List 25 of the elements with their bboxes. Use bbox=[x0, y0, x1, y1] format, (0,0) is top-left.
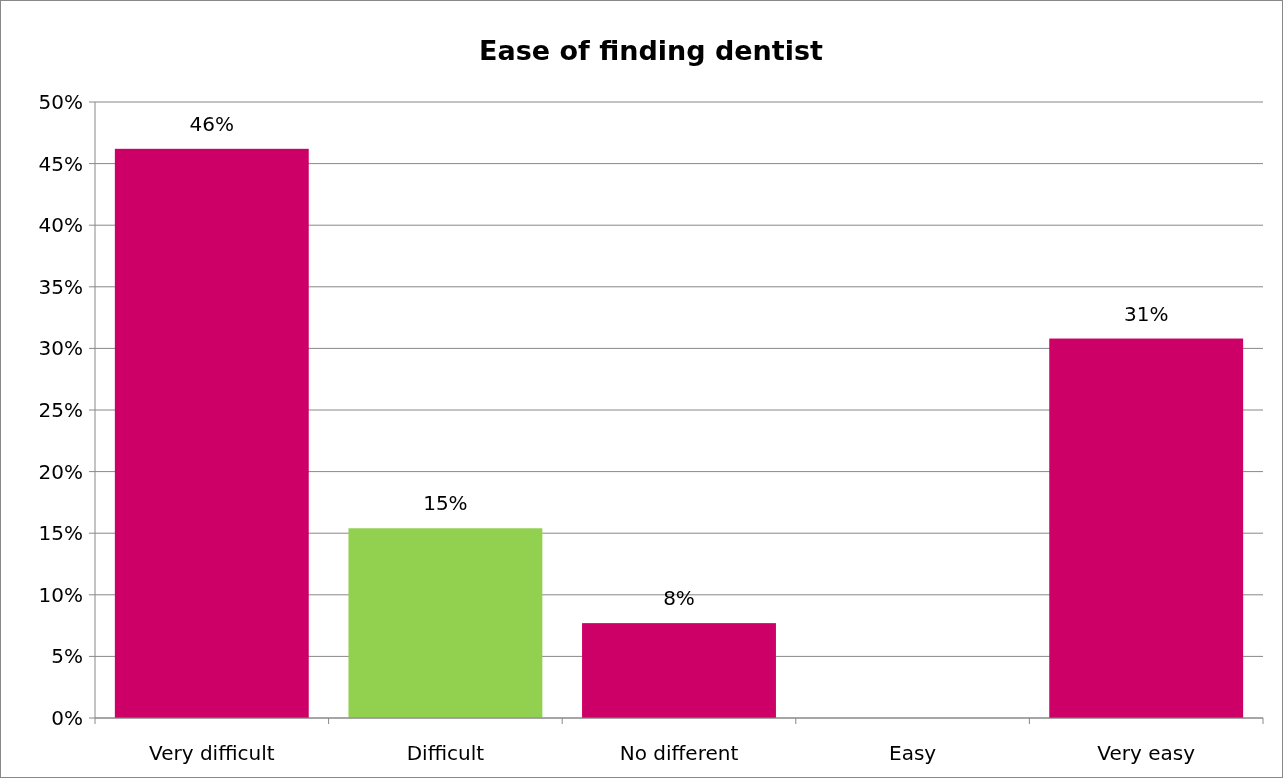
bar bbox=[348, 528, 543, 718]
y-tick-label: 20% bbox=[38, 459, 83, 484]
y-tick-label: 5% bbox=[51, 644, 83, 669]
bar bbox=[1049, 338, 1244, 718]
y-tick-label: 45% bbox=[38, 151, 83, 176]
y-tick-label: 25% bbox=[38, 398, 83, 422]
bar bbox=[114, 148, 309, 718]
x-tick-label: Very easy bbox=[1097, 741, 1196, 765]
data-label: 46% bbox=[189, 111, 235, 136]
y-tick-label: 10% bbox=[38, 582, 83, 607]
y-tick-label: 30% bbox=[38, 336, 83, 361]
y-tick-label: 0% bbox=[51, 706, 83, 730]
y-tick-label: 50% bbox=[38, 90, 83, 114]
data-label: 15% bbox=[423, 491, 468, 516]
chart-title: Ease of finding dentist bbox=[479, 35, 824, 66]
x-tick-label: No different bbox=[619, 741, 739, 765]
x-tick-label: Easy bbox=[889, 741, 937, 765]
x-tick-label: Difficult bbox=[406, 741, 485, 765]
bar bbox=[582, 623, 776, 718]
y-tick-label: 15% bbox=[38, 521, 83, 546]
data-label: 8% bbox=[663, 586, 695, 611]
y-tick-label: 35% bbox=[38, 274, 83, 299]
y-tick-label: 40% bbox=[38, 213, 83, 238]
data-label: 31% bbox=[1123, 301, 1169, 326]
x-tick-label: Very difficult bbox=[149, 741, 275, 765]
